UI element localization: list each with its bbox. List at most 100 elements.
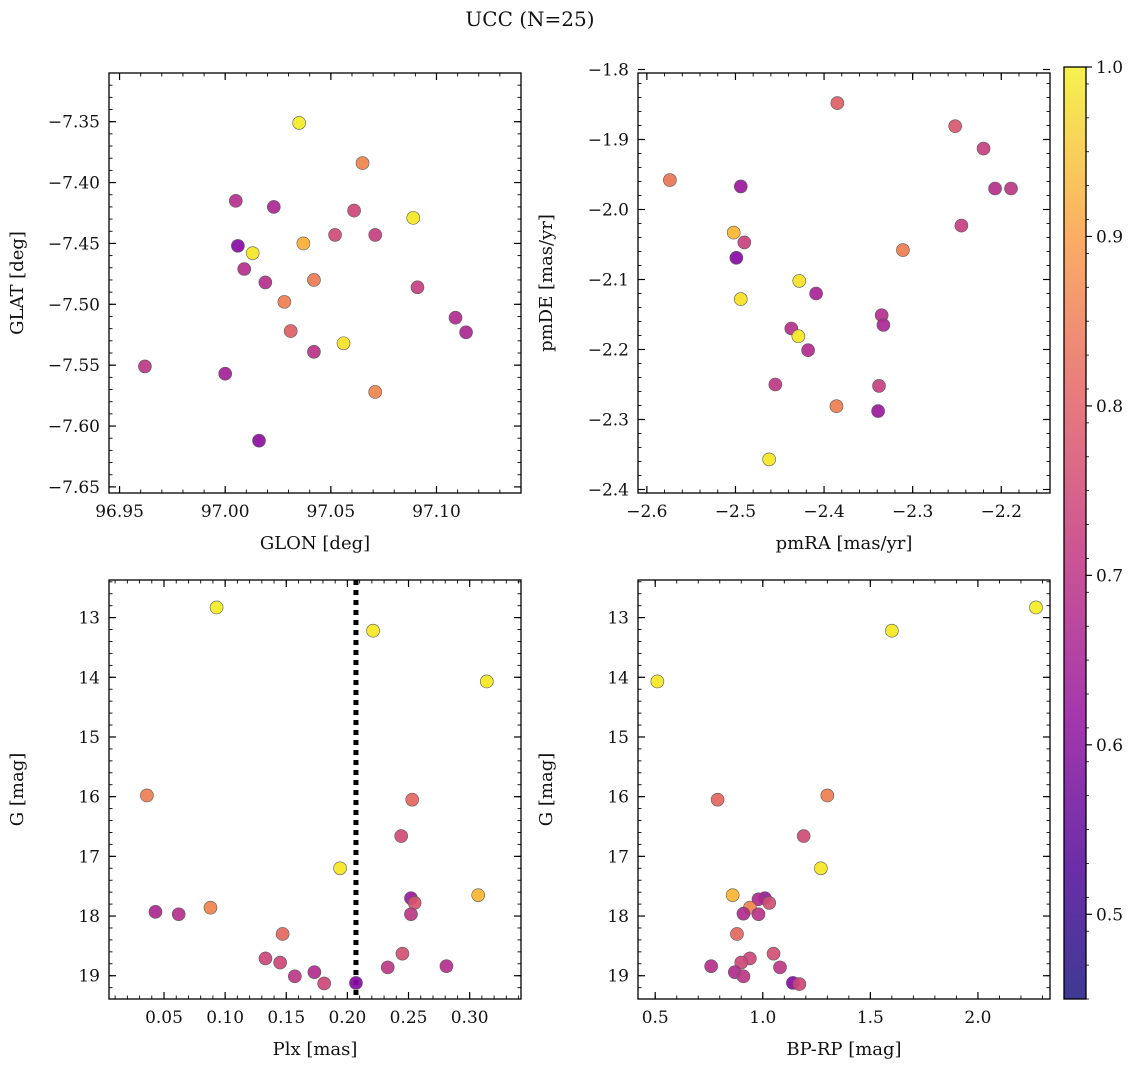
scatter-point	[368, 228, 383, 242]
x-tick-label: 1.0	[749, 1008, 776, 1028]
colorbar: 0.5 0.6 0.7 0.8 0.9 1.0	[1063, 58, 1123, 1000]
scatter-point	[876, 318, 891, 332]
scatter-panel-1: 96.95 97.00 97.05 97.10 −7.35 −7.40 −7.45 −7.50…	[7, 72, 522, 554]
figure-title: UCC (N=25)	[465, 7, 594, 31]
y-tick-label: −7.50	[48, 295, 100, 315]
scatter-point	[471, 888, 486, 902]
scatter-point	[148, 905, 163, 919]
scatter-point	[733, 292, 748, 306]
scatter-point	[733, 179, 748, 194]
scatter-point	[258, 275, 273, 290]
scatter-point	[766, 946, 781, 961]
axes-frame	[108, 579, 522, 1000]
x-tick-label: −2.6	[626, 502, 667, 522]
y-tick-label: 19	[607, 967, 629, 987]
x-tick-label: −2.3	[892, 502, 933, 522]
x-tick-label: −2.5	[715, 502, 756, 522]
scatter-point	[228, 194, 243, 208]
scatter-point	[368, 385, 383, 399]
scatter-point	[479, 674, 494, 689]
scatter-point	[710, 792, 725, 807]
x-tick-label: 0.20	[328, 1008, 366, 1028]
scatter-point	[209, 600, 224, 615]
scatter-point	[171, 907, 186, 922]
colorbar-tick-label: 0.5	[1096, 905, 1123, 925]
scatter-point	[820, 788, 835, 803]
scatter-point	[277, 295, 292, 309]
scatter-point	[439, 959, 454, 973]
x-tick-label: 0.15	[267, 1008, 305, 1028]
x-axis-label: pmRA [mas/yr]	[776, 533, 913, 554]
scatter-point	[448, 310, 463, 325]
scatter-point	[245, 246, 260, 260]
y-axis-label: G [mag]	[536, 753, 557, 826]
x-tick-label: 0.05	[145, 1008, 183, 1028]
scatter-point	[736, 906, 751, 921]
x-tick-label: 97.05	[307, 502, 356, 522]
scatter-point	[729, 250, 744, 265]
scatter-point	[333, 861, 347, 876]
scatter-point	[1004, 181, 1018, 196]
y-tick-label: −2.0	[588, 201, 629, 221]
scatter-point	[725, 888, 740, 902]
scatter-point	[394, 829, 408, 843]
scatter-panel-4: 0.5 1.0 1.5 2.0 13 14 15 16 17 18 19 BP-RP [mag] G […	[536, 579, 1051, 1060]
y-tick-label: −7.60	[48, 417, 100, 437]
x-tick-label: −2.2	[981, 502, 1022, 522]
axes-frame	[108, 72, 522, 494]
x-tick-label: −2.4	[803, 502, 844, 522]
y-tick-label: 18	[607, 907, 629, 927]
y-tick-label: 17	[607, 847, 629, 867]
scatter-point	[292, 116, 306, 130]
scatter-point	[355, 156, 370, 170]
scatter-point	[347, 203, 361, 218]
scatter-point	[809, 286, 823, 301]
scatter-point	[273, 955, 287, 970]
scatter-point	[258, 951, 273, 966]
y-tick-label: −2.1	[588, 271, 629, 291]
scatter-point	[406, 211, 421, 225]
scatter-point	[328, 228, 342, 242]
scatter-point	[734, 955, 749, 970]
colorbar-tick-label: 0.8	[1096, 397, 1123, 417]
scatter-point	[395, 946, 410, 961]
x-axis-label: Plx [mas]	[273, 1039, 358, 1060]
scatter-point	[871, 404, 885, 418]
scatter-point	[762, 896, 777, 910]
x-tick-label: 97.00	[201, 502, 250, 522]
scatter-point	[288, 969, 302, 984]
scatter-point	[366, 623, 380, 638]
scatter-point	[948, 119, 962, 133]
scatter-point	[407, 896, 422, 910]
y-tick-label: 15	[607, 728, 629, 748]
colorbar-gradient	[1064, 67, 1086, 999]
y-tick-label: 18	[78, 907, 100, 927]
axes-frame	[637, 72, 1051, 494]
colorbar-tick-label: 0.6	[1096, 736, 1123, 756]
y-tick-label: 16	[607, 788, 629, 808]
y-tick-label: −2.4	[588, 481, 629, 501]
scatter-point	[140, 788, 154, 803]
colorbar-frame	[1063, 66, 1087, 1000]
y-tick-label: 14	[78, 668, 100, 688]
y-tick-label: −1.9	[588, 131, 629, 151]
scatter-point	[872, 379, 886, 393]
scatter-point	[203, 900, 218, 915]
y-tick-label: −7.40	[48, 174, 100, 194]
colorbar-tick-label: 1.0	[1096, 58, 1123, 78]
scatter-point	[296, 236, 311, 251]
y-tick-label: −7.35	[48, 113, 100, 133]
scatter-point	[307, 273, 321, 287]
scatter-point	[796, 829, 811, 843]
scatter-point	[988, 181, 1002, 196]
scatter-point	[792, 977, 807, 991]
scatter-point	[773, 960, 787, 975]
y-tick-label: −2.2	[588, 341, 629, 361]
scatter-point	[349, 976, 363, 990]
y-axis-label: G [mag]	[7, 753, 28, 826]
y-axis-label: pmDE [mas/yr]	[536, 214, 557, 352]
y-tick-label: −1.8	[588, 61, 629, 81]
x-tick-label: 1.5	[857, 1008, 884, 1028]
x-tick-label: 0.25	[390, 1008, 428, 1028]
x-tick-label: 0.30	[451, 1008, 489, 1028]
